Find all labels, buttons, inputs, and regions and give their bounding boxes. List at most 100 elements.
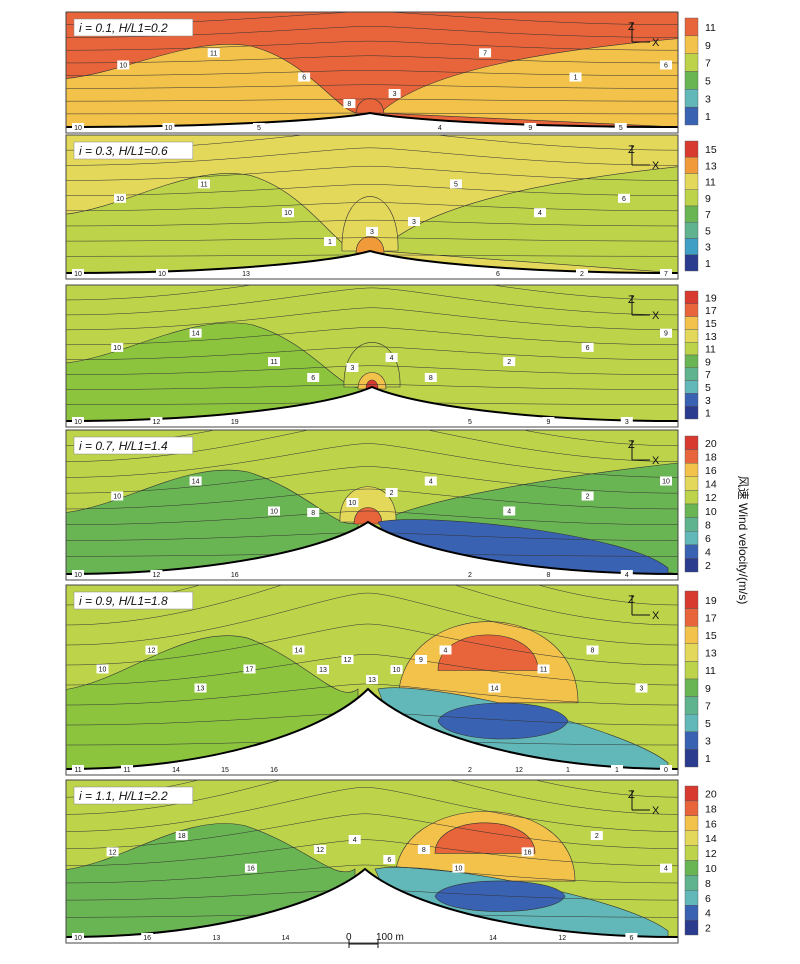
streamline bbox=[66, 40, 678, 51]
z-axis-label: Z bbox=[628, 21, 635, 33]
panel-title-box bbox=[73, 786, 194, 805]
colorbar-tick-label: 15 bbox=[705, 630, 717, 642]
colorbar-tick-label: 17 bbox=[705, 305, 717, 317]
contour-label-text: 6 bbox=[302, 75, 306, 82]
streamline bbox=[66, 307, 678, 331]
contour-label-text: 10 bbox=[113, 494, 121, 501]
colorbar-tick-label: 9 bbox=[705, 193, 711, 205]
contour-label: 4 bbox=[439, 645, 452, 655]
panel-title: i = 0.7, H/L1=1.4 bbox=[79, 439, 168, 453]
contour-label: 8 bbox=[586, 645, 599, 655]
contour-label: 5 bbox=[252, 123, 265, 132]
panel-5: 1110111214131517161413121310942141211181… bbox=[65, 584, 717, 776]
contour-label-text: 13 bbox=[197, 686, 205, 693]
ground-line bbox=[66, 867, 678, 938]
contour-label-text: 3 bbox=[370, 229, 374, 236]
colorbar-tick-label: 15 bbox=[705, 318, 717, 330]
colorbar-swatch bbox=[684, 590, 699, 609]
colorbar-tick-label: 2 bbox=[705, 560, 711, 572]
contour-label: 4 bbox=[348, 835, 361, 844]
ground-line bbox=[66, 249, 678, 274]
colorbar-swatch bbox=[684, 140, 699, 158]
colorbar-swatch bbox=[684, 714, 699, 733]
colorbar-6: 20 18 16 14 12 10 8 6 4 2 bbox=[684, 785, 717, 936]
colorbar-swatch bbox=[684, 17, 699, 37]
streamline bbox=[66, 813, 678, 849]
colorbar-2: 15 13 11 9 7 5 3 1 bbox=[684, 140, 717, 272]
colorbar-swatch bbox=[684, 531, 699, 546]
contour-label-text: 8 bbox=[429, 375, 433, 382]
colorbar-tick-label: 10 bbox=[705, 863, 717, 875]
contour-label: 10 bbox=[346, 498, 359, 507]
streamline bbox=[66, 839, 678, 867]
colorbar-swatch bbox=[684, 290, 699, 305]
contour-label: 9 bbox=[415, 655, 427, 664]
colorbar-5: 19 17 15 13 11 9 7 5 3 1 bbox=[684, 590, 717, 768]
colorbar-label-box: 风速 Wind velocity/(m/s) bbox=[736, 476, 750, 605]
colorbar-tick-label: 13 bbox=[705, 160, 717, 172]
panel-title: i = 0.1, H/L1=0.2 bbox=[79, 21, 168, 35]
colorbar-swatch bbox=[684, 354, 699, 369]
contour-label: 12 bbox=[314, 845, 327, 854]
contour-label: 8 bbox=[417, 845, 430, 854]
contour-label: 3 bbox=[388, 89, 401, 98]
colorbar-swatch bbox=[684, 303, 699, 317]
colorbar-swatch bbox=[684, 800, 699, 817]
streamline bbox=[66, 623, 678, 666]
panel-1: 10 10 10 11 5 6 8 3 4 7 9 1 5 6 i = 0.1, H/L1=0.2 Z X 11 9… bbox=[65, 11, 716, 134]
contour-label-text: 10 bbox=[165, 125, 173, 132]
panel-field-3 bbox=[66, 285, 678, 427]
colorbar-swatch bbox=[684, 661, 699, 680]
colorbar-tick-label: 4 bbox=[705, 908, 711, 920]
streamline bbox=[66, 70, 678, 76]
scale-bar: 0 100 m bbox=[346, 932, 404, 948]
contour-label-text: 10 bbox=[119, 62, 127, 69]
contour-label: 11 bbox=[72, 765, 84, 774]
colorbar-swatch bbox=[684, 435, 699, 450]
contour-label: 10 bbox=[72, 123, 84, 132]
colorbar-tick-label: 5 bbox=[705, 225, 711, 237]
colorbar-tick-label: 7 bbox=[705, 369, 711, 381]
streamline bbox=[66, 165, 678, 181]
colorbar-tick-label: 5 bbox=[705, 75, 711, 87]
colorbar-tick-label: 9 bbox=[705, 683, 711, 695]
contour-label-text: 8 bbox=[311, 510, 315, 517]
contour-label-text: 5 bbox=[454, 181, 458, 188]
contour-label: 18 bbox=[175, 831, 188, 841]
contour-label-text: 1 bbox=[615, 767, 619, 774]
streamline bbox=[66, 84, 678, 89]
contour-label: 10 bbox=[282, 208, 294, 218]
contour-label: 11 bbox=[198, 179, 210, 189]
contour-label: 10 bbox=[72, 933, 84, 942]
panel-6: 10 12 16 18 13 16 14 12 4 6 8 10 14 16 12 2 6 4 i = 1.1, H… bbox=[65, 779, 717, 944]
contour-label-text: 8 bbox=[347, 101, 351, 108]
contour-label: 3 bbox=[366, 227, 378, 236]
region-right-wedge bbox=[379, 38, 678, 128]
colorbar-swatch bbox=[684, 89, 699, 108]
colorbar-swatch bbox=[684, 785, 699, 802]
region-upper-core bbox=[434, 822, 536, 854]
colorbar-swatch bbox=[684, 860, 699, 876]
colorbar-tick-label: 18 bbox=[705, 803, 717, 815]
x-axis-label: X bbox=[652, 37, 660, 49]
contour-label-text: 14 bbox=[192, 479, 200, 486]
contour-label: 2 bbox=[385, 488, 398, 497]
contour-label-text: 10 bbox=[74, 935, 82, 942]
colorbar-tick-label: 12 bbox=[705, 492, 717, 504]
contour-label: 2 bbox=[590, 831, 603, 841]
streamline bbox=[66, 287, 678, 316]
panel-frame bbox=[65, 779, 679, 944]
contour-label: 16 bbox=[244, 863, 257, 873]
streamline bbox=[66, 202, 678, 212]
contour-label-text: 1 bbox=[566, 767, 570, 774]
contour-label-text: 0 bbox=[664, 767, 668, 774]
hill-terrain bbox=[66, 251, 678, 279]
streamline bbox=[66, 237, 678, 242]
contour-label: 16 bbox=[268, 765, 280, 774]
contour-label: 14 bbox=[292, 645, 305, 655]
contour-label: 7 bbox=[479, 48, 492, 58]
contour-label-text: 5 bbox=[257, 125, 261, 132]
contour-label: 10 bbox=[660, 476, 672, 486]
